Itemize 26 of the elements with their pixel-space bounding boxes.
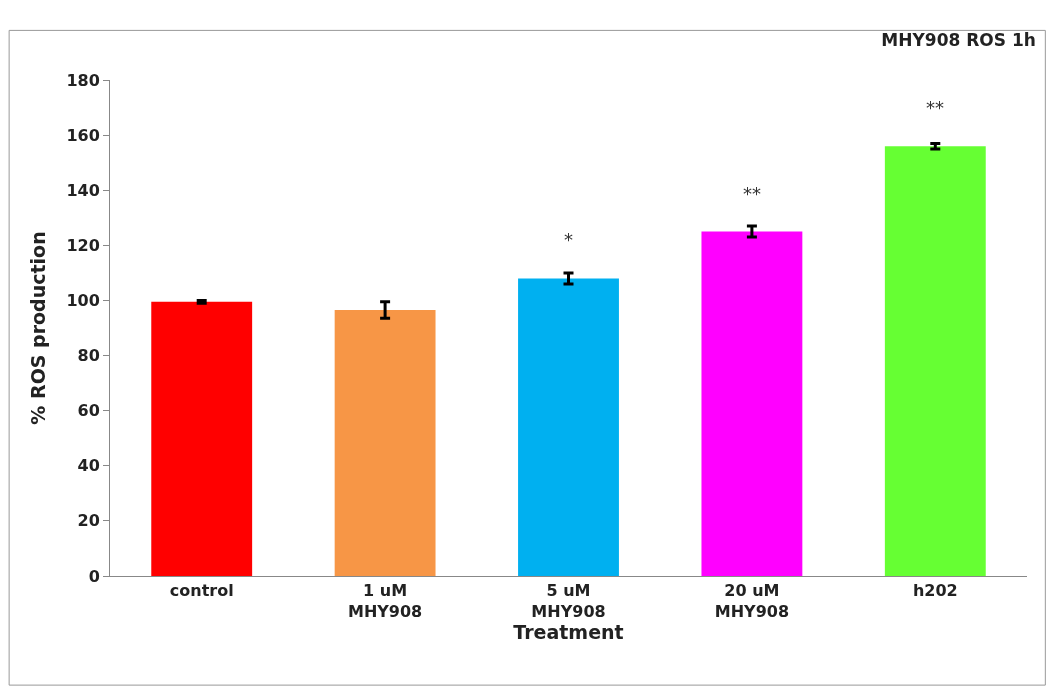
y-tick-label: 100 <box>66 291 100 311</box>
annotation: ** <box>926 97 944 118</box>
x-axis-title: Treatment <box>513 621 624 643</box>
x-tick-label: 5 uM MHY908 <box>531 581 606 621</box>
bar <box>884 146 986 576</box>
x-tick-label: 20 uM MHY908 <box>714 581 790 621</box>
y-tick-label: 40 <box>77 456 100 476</box>
y-tick-label: 20 <box>77 511 100 531</box>
annotation: * <box>564 229 573 250</box>
annotation: ** <box>743 183 761 204</box>
y-tick-label: 120 <box>66 235 100 255</box>
bar <box>701 231 803 576</box>
bar <box>151 301 253 576</box>
bar <box>518 278 619 576</box>
y-tick-label: 0 <box>88 566 100 586</box>
y-tick-label: 160 <box>66 125 100 145</box>
y-tick-label: 60 <box>77 401 100 421</box>
bar <box>334 310 436 576</box>
y-tick-label: 140 <box>66 180 100 200</box>
y-tick-label: 180 <box>66 70 100 90</box>
x-tick-label: 1 uM MHY908 <box>347 581 423 621</box>
x-tick-label: control <box>169 581 234 601</box>
y-axis-title: % ROS production <box>27 231 50 425</box>
y-tick-label: 80 <box>77 346 100 366</box>
x-tick-label: h202 <box>912 581 958 601</box>
chart-title: MHY908 ROS 1h <box>881 30 1036 51</box>
